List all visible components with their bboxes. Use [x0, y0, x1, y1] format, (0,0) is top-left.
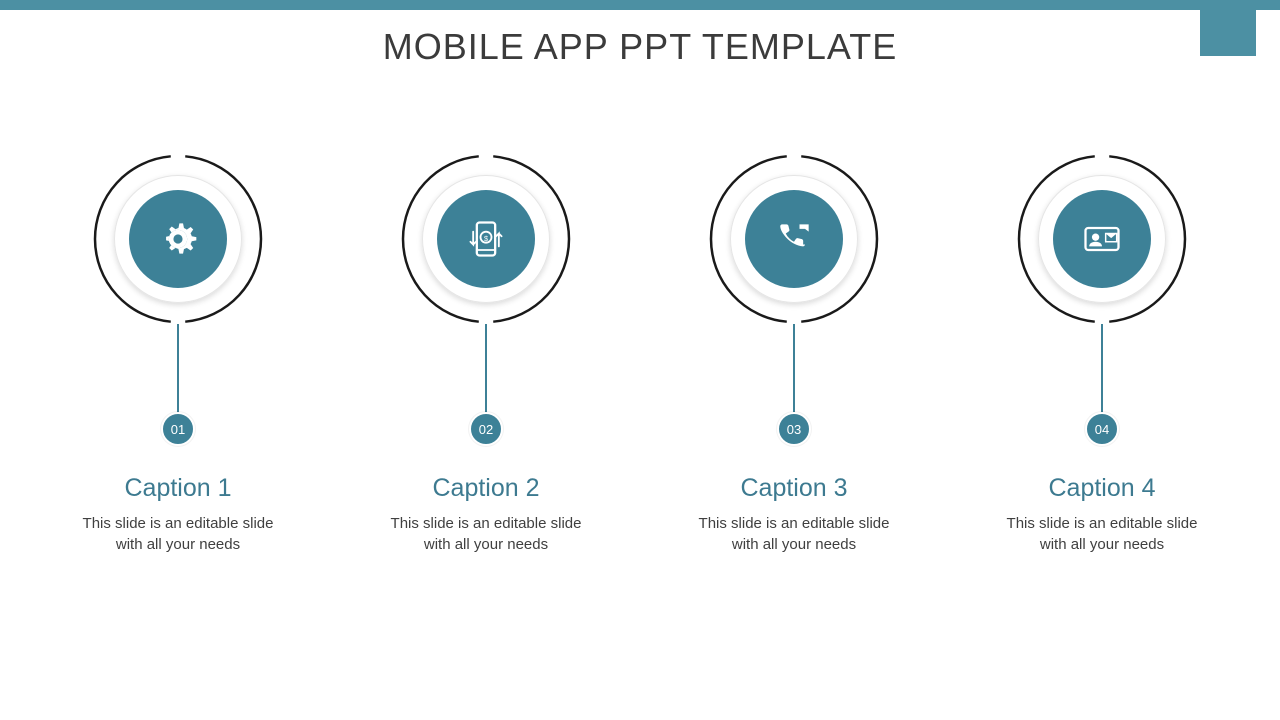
contact-card-icon — [1053, 190, 1151, 288]
connector-2 — [485, 324, 487, 414]
number-badge-2: 02 — [469, 412, 503, 446]
caption-4: Caption 4 — [1048, 474, 1155, 503]
connector-3 — [793, 324, 795, 414]
description-3: This slide is an editable slide with all… — [689, 513, 899, 555]
caption-3: Caption 3 — [740, 474, 847, 503]
phone-money-icon — [437, 190, 535, 288]
ring-4 — [1017, 154, 1187, 324]
ring-1 — [93, 154, 263, 324]
item-2: 02 Caption 2 This slide is an editable sli… — [376, 154, 596, 555]
number-badge-1: 01 — [161, 412, 195, 446]
item-1: 01 Caption 1 This slide is an editable sli… — [68, 154, 288, 555]
connector-1 — [177, 324, 179, 414]
slide-title: MOBILE APP PPT TEMPLATE — [0, 26, 1280, 68]
number-badge-3: 03 — [777, 412, 811, 446]
item-3: 03 Caption 3 This slide is an editable sli… — [684, 154, 904, 555]
item-4: 04 Caption 4 This slide is an editable sli… — [992, 154, 1212, 555]
items-row: 01 Caption 1 This slide is an editable sli… — [0, 154, 1280, 555]
caption-2: Caption 2 — [432, 474, 539, 503]
inner-disc-4 — [1038, 175, 1166, 303]
ring-3 — [709, 154, 879, 324]
number-badge-4: 04 — [1085, 412, 1119, 446]
description-1: This slide is an editable slide with all… — [73, 513, 283, 555]
top-bar — [0, 0, 1280, 10]
description-2: This slide is an editable slide with all… — [381, 513, 591, 555]
description-4: This slide is an editable slide with all… — [997, 513, 1207, 555]
caption-1: Caption 1 — [124, 474, 231, 503]
connector-4 — [1101, 324, 1103, 414]
inner-disc-1 — [114, 175, 242, 303]
gear-icon — [129, 190, 227, 288]
inner-disc-2 — [422, 175, 550, 303]
inner-disc-3 — [730, 175, 858, 303]
voicemail-icon — [745, 190, 843, 288]
ring-2 — [401, 154, 571, 324]
